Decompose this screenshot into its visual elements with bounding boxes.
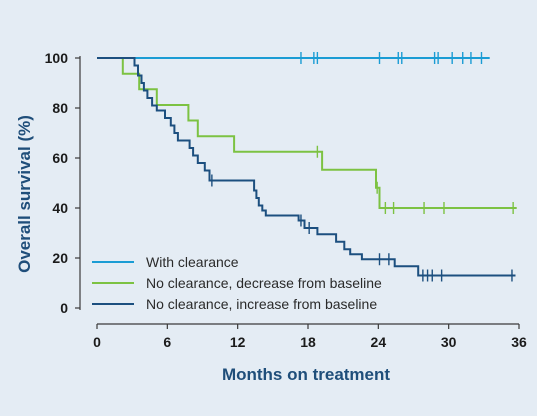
legend: With clearance No clearance, decrease fro… [92,254,382,312]
legend-label: No clearance, decrease from baseline [146,275,382,291]
y-tick-label: 20 [52,250,68,266]
series-line-no-clearance-increase-from-baseline [97,57,516,277]
y-tick-label: 60 [52,150,68,166]
x-tick-label: 12 [230,334,246,350]
x-tick-label: 18 [300,334,316,350]
x-tick-label: 24 [371,334,387,350]
legend-label: No clearance, increase from baseline [146,296,377,312]
y-tick-label: 0 [60,300,68,316]
x-tick-label: 30 [441,334,457,350]
x-tick-label: 36 [511,334,527,350]
x-axis-title: Months on treatment [222,365,390,384]
legend-label: With clearance [146,254,239,270]
x-tick-label: 0 [93,334,101,350]
series-line-no-clearance-decrease-from-baseline [97,57,517,209]
axes: 0 20 40 60 80 100 0 6 12 18 24 30 36 [45,50,527,350]
y-tick-label: 80 [52,100,68,116]
y-tick-label: 40 [52,200,68,216]
y-tick-label: 100 [45,50,69,66]
series-layer [97,52,517,282]
x-tick-label: 6 [163,334,171,350]
y-axis-title: Overall survival (%) [15,115,34,273]
